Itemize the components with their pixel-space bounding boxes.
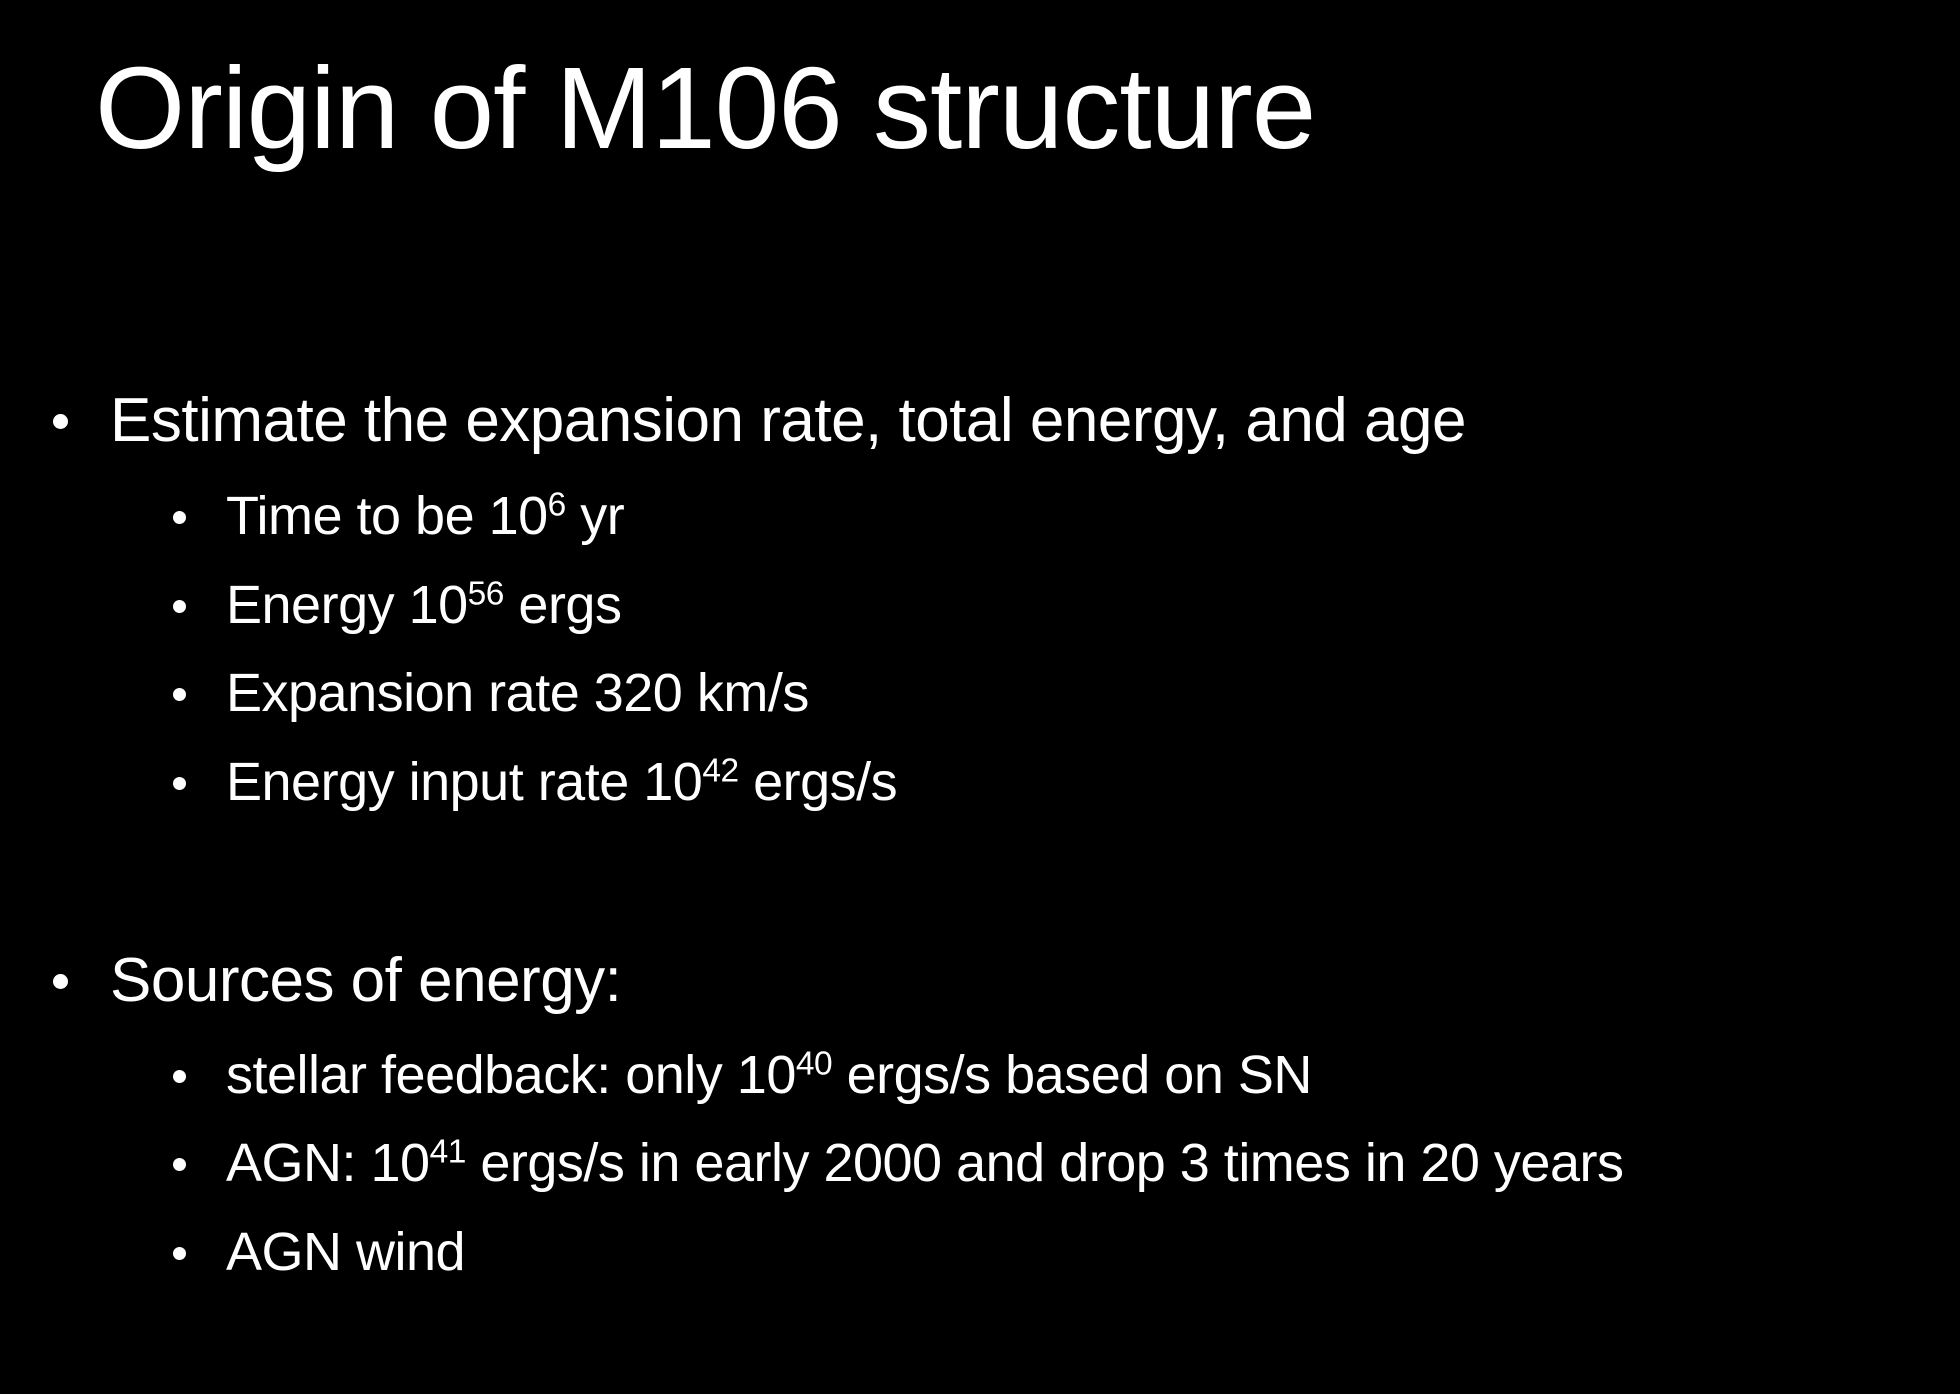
sub-bullet-text-pre: stellar feedback: only 10 xyxy=(226,1045,796,1105)
sub-bullet-energy-input-rate: Energy input rate 1042 ergs/s xyxy=(173,747,898,817)
sub-bullet-dot-icon xyxy=(173,1158,186,1171)
exponent: 56 xyxy=(467,575,505,613)
exponent: 40 xyxy=(795,1045,833,1083)
sub-bullet-dot-icon xyxy=(173,600,186,613)
sub-bullet-agn: AGN: 1041 ergs/s in early 2000 and drop … xyxy=(173,1128,1624,1198)
sub-bullet-text-pre: Time to be 10 xyxy=(226,486,548,546)
sub-bullet-text-pre: AGN wind xyxy=(226,1222,466,1282)
sub-bullet-expansion-rate: Expansion rate 320 km/s xyxy=(173,658,809,728)
sub-bullet-text-post: ergs/s based on SN xyxy=(832,1045,1313,1105)
sub-bullet-dot-icon xyxy=(173,777,186,790)
slide-title: Origin of M106 structure xyxy=(95,43,1316,173)
sub-bullet-text-pre: Energy 10 xyxy=(226,575,468,635)
bullet-text: Estimate the expansion rate, total energ… xyxy=(110,386,1466,455)
sub-bullet-stellar-feedback: stellar feedback: only 1040 ergs/s based… xyxy=(173,1040,1313,1110)
bullet-dot-icon xyxy=(53,414,68,429)
sub-bullet-text-post: ergs xyxy=(503,575,622,635)
bullet-estimate: Estimate the expansion rate, total energ… xyxy=(53,381,1466,461)
sub-bullet-time: Time to be 106 yr xyxy=(173,481,625,551)
sub-bullet-dot-icon xyxy=(173,1070,186,1083)
exponent: 41 xyxy=(429,1133,467,1171)
sub-bullet-energy: Energy 1056 ergs xyxy=(173,570,622,640)
sub-bullet-text-pre: Energy input rate 10 xyxy=(226,752,703,812)
bullet-sources-of-energy: Sources of energy: xyxy=(53,941,622,1021)
sub-bullet-text-post: yr xyxy=(565,486,625,546)
sub-bullet-dot-icon xyxy=(173,688,186,701)
sub-bullet-text-post: ergs/s in early 2000 and drop 3 times in… xyxy=(465,1133,1624,1193)
exponent: 6 xyxy=(547,486,567,524)
bullet-dot-icon xyxy=(53,974,68,989)
sub-bullet-text-pre: Expansion rate 320 km/s xyxy=(226,663,809,723)
sub-bullet-dot-icon xyxy=(173,511,186,524)
sub-bullet-text-pre: AGN: 10 xyxy=(226,1133,430,1193)
sub-bullet-text-post: ergs/s xyxy=(738,752,898,812)
bullet-text: Sources of energy: xyxy=(110,946,622,1015)
exponent: 42 xyxy=(702,752,739,790)
sub-bullet-agn-wind: AGN wind xyxy=(173,1217,466,1287)
sub-bullet-dot-icon xyxy=(173,1247,186,1260)
